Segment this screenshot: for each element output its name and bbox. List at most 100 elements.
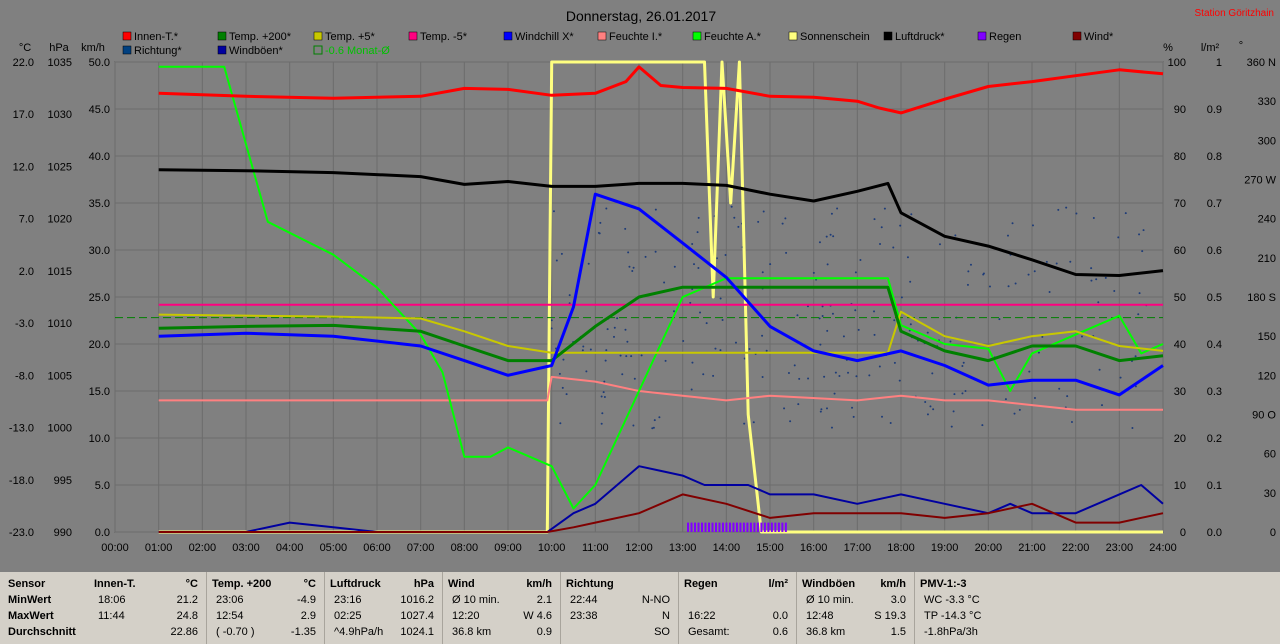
tick-label-hum: 40 [1174,339,1186,351]
direction-point [842,335,845,338]
direction-point [597,231,600,234]
tick-label-wind: 35.0 [89,198,110,210]
direction-point [619,354,622,357]
tick-label-hum: 50 [1174,292,1186,304]
legend-swatch [503,31,513,41]
tick-label-wind: 45.0 [89,104,110,116]
legend-swatch [217,31,227,41]
tick-label-x: 12:00 [625,542,653,554]
direction-point [981,424,984,427]
direction-point [600,422,603,425]
direction-point [1048,291,1051,294]
direction-point [652,426,655,429]
stats-table: Sensor MinWert MaxWert Durchschnitt Innen-T.… [0,572,1280,644]
tick-label-hum: 90 [1174,104,1186,116]
direction-point [682,340,685,343]
series-line [158,65,1164,115]
direction-point [1041,335,1044,338]
series-line [158,285,1164,363]
tick-label-dir: 240 [1258,214,1276,226]
rain-bar [760,522,763,532]
direction-point [1007,285,1010,288]
legend-label: Windböen* [229,45,284,57]
direction-point [757,220,760,223]
direction-point [603,380,606,383]
direction-point [612,335,615,338]
direction-point [719,297,722,300]
tick-label-temp: 12.0 [13,161,34,173]
direction-point [826,263,829,266]
cell-left: 11:44 [98,610,125,622]
direction-point [1018,408,1021,411]
tick-label-rain: 0.4 [1207,339,1222,351]
tick-label-temp: -3.0 [15,318,34,330]
column-unit: °C [303,578,316,590]
direction-point [812,271,815,274]
direction-point [950,425,953,428]
direction-point [949,340,952,343]
rain-bar [690,522,693,532]
tick-label-dir: 0 [1270,527,1276,539]
cell-left: 36.8 km [806,626,846,638]
direction-point [733,216,736,219]
direction-point [1134,385,1137,388]
direction-point [1066,395,1069,398]
rain-bar [721,522,724,532]
direction-point [585,370,588,373]
tick-label-wind: 0.0 [95,527,110,539]
tick-label-hum: 70 [1174,198,1186,210]
direction-point [784,217,787,220]
tick-label-hum: 100 [1168,57,1186,69]
direction-point [632,266,635,269]
cell-left: ^4.9hPa/h [334,626,384,638]
stats-column: Windböen km/h Ø 10 min. 3.0 12:48 S 19.3 36.8 … [796,572,915,644]
direction-point [550,327,553,330]
direction-point [909,280,912,283]
direction-point [1142,229,1145,232]
direction-point [696,231,699,234]
direction-point [568,302,571,305]
rain-bar [697,522,700,532]
legend-swatch [313,31,323,41]
tick-label-x: 14:00 [713,542,741,554]
legend-swatch [1072,31,1082,41]
direction-point [825,235,828,238]
tick-label-rain: 0.9 [1207,104,1222,116]
direction-point [626,340,629,343]
direction-point [796,314,799,317]
direction-point [602,391,605,394]
rain-bar [694,522,697,532]
direction-point [798,377,801,380]
direction-point [561,386,564,389]
cell-right: 1.5 [890,626,906,638]
unit-rain: l/m² [1201,42,1220,54]
tick-label-x: 04:00 [276,542,304,554]
direction-point [1069,260,1072,263]
direction-point [552,210,555,213]
cell-right: 22.86 [170,626,198,638]
cell-left: Ø 10 min. [806,594,854,606]
tick-label-x: 05:00 [320,542,348,554]
tick-label-press: 1020 [48,214,72,226]
direction-point [605,349,608,352]
tick-label-hum: 60 [1174,245,1186,257]
tick-label-hum: 30 [1174,386,1186,398]
tick-label-dir: 360 N [1247,57,1276,69]
unit-wind: km/h [81,42,105,54]
tick-label-dir: 210 [1258,253,1276,265]
legend-label: Sonnenschein [800,31,870,43]
direction-point [616,317,619,320]
cell-right: 0.0 [772,610,788,622]
stats-column: Regen l/m² 16:22 0.0 Gesamt: 0.6 [678,572,797,644]
direction-point [691,361,694,364]
tick-label-x: 17:00 [844,542,872,554]
legend-label: Windchill X* [515,31,574,43]
direction-point [879,243,882,246]
unit-dir: ° [1239,40,1243,52]
direction-point [632,424,635,427]
cell-right: 0.6 [772,626,788,638]
direction-point [761,334,764,337]
cell-left: 18:06 [98,594,126,606]
direction-point [613,326,616,329]
legend-swatch [883,31,893,41]
